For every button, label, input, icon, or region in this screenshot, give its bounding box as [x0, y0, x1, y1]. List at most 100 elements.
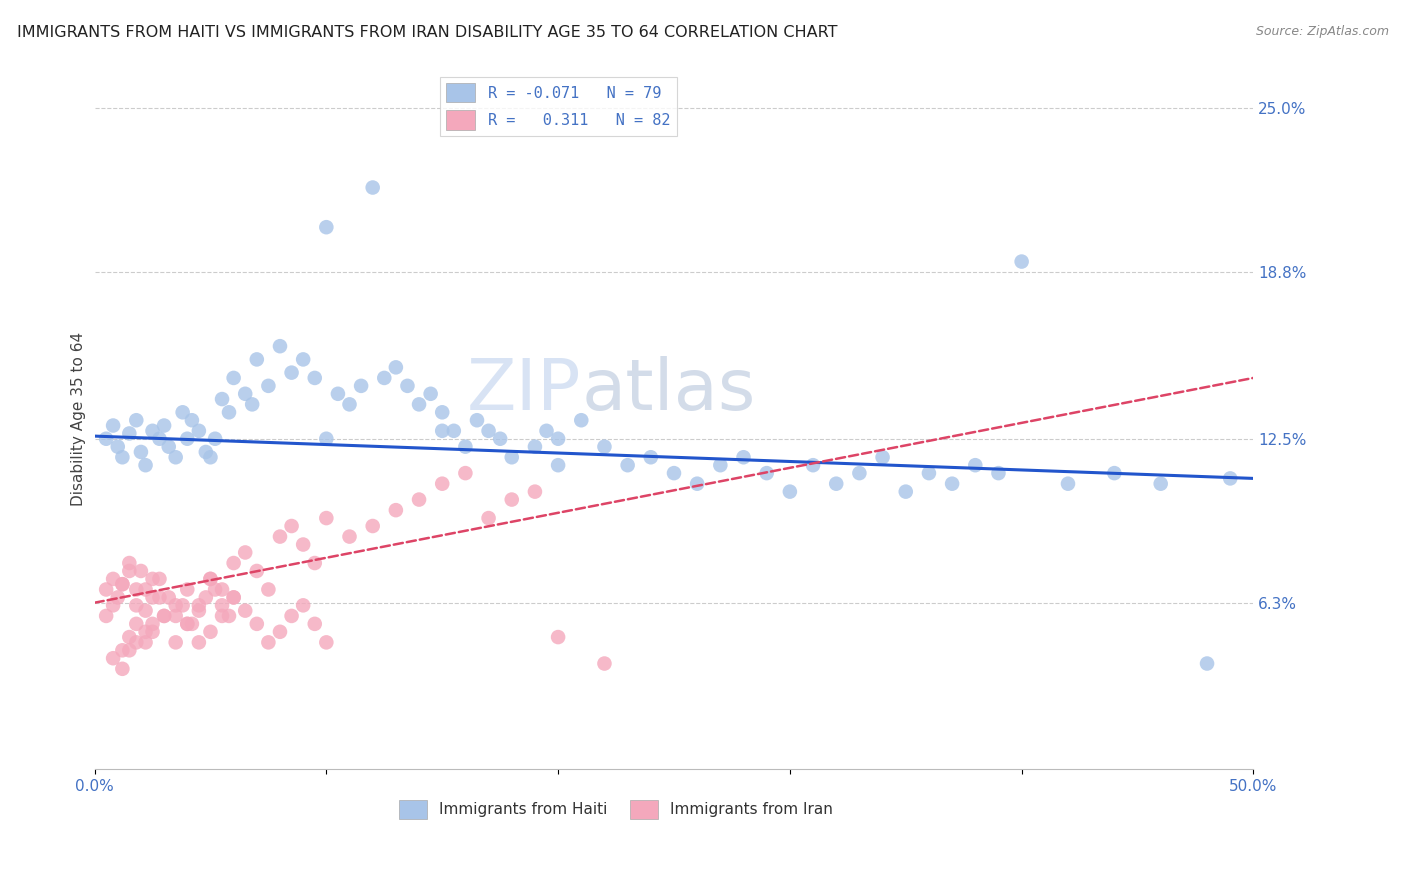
- Point: [523, 440, 546, 454]
- Point: [280, 608, 302, 623]
- Point: [135, 624, 157, 639]
- Point: [157, 591, 180, 605]
- Point: [408, 397, 430, 411]
- Point: [396, 379, 419, 393]
- Point: [141, 424, 163, 438]
- Point: [257, 582, 280, 597]
- Point: [315, 220, 337, 235]
- Point: [135, 635, 157, 649]
- Point: [965, 458, 987, 473]
- Point: [200, 572, 222, 586]
- Point: [194, 591, 217, 605]
- Point: [118, 556, 141, 570]
- Point: [96, 582, 118, 597]
- Point: [547, 630, 569, 644]
- Point: [755, 466, 778, 480]
- Y-axis label: Disability Age 35 to 64: Disability Age 35 to 64: [72, 332, 86, 506]
- Point: [733, 450, 755, 465]
- Point: [593, 657, 616, 671]
- Point: [222, 591, 245, 605]
- Text: Source: ZipAtlas.com: Source: ZipAtlas.com: [1256, 25, 1389, 38]
- Point: [801, 458, 824, 473]
- Point: [111, 662, 134, 676]
- Legend: Immigrants from Haiti, Immigrants from Iran: Immigrants from Haiti, Immigrants from I…: [394, 794, 839, 825]
- Point: [269, 624, 291, 639]
- Point: [165, 599, 187, 613]
- Point: [315, 432, 337, 446]
- Point: [432, 424, 454, 438]
- Point: [233, 604, 256, 618]
- Point: [129, 445, 152, 459]
- Point: [111, 577, 134, 591]
- Point: [233, 545, 256, 559]
- Point: [292, 537, 315, 551]
- Point: [118, 630, 141, 644]
- Point: [454, 440, 477, 454]
- Point: [211, 608, 233, 623]
- Point: [153, 608, 176, 623]
- Point: [222, 371, 245, 385]
- Point: [194, 445, 217, 459]
- Point: [187, 424, 209, 438]
- Point: [165, 608, 187, 623]
- Point: [176, 582, 198, 597]
- Point: [315, 511, 337, 525]
- Point: [111, 643, 134, 657]
- Point: [222, 556, 245, 570]
- Point: [240, 397, 263, 411]
- Point: [779, 484, 801, 499]
- Point: [148, 591, 170, 605]
- Point: [536, 424, 558, 438]
- Point: [96, 608, 118, 623]
- Point: [125, 413, 148, 427]
- Point: [593, 440, 616, 454]
- Point: [280, 519, 302, 533]
- Point: [315, 635, 337, 649]
- Point: [118, 643, 141, 657]
- Point: [385, 503, 408, 517]
- Point: [187, 635, 209, 649]
- Point: [125, 616, 148, 631]
- Point: [339, 530, 361, 544]
- Point: [96, 432, 118, 446]
- Point: [157, 440, 180, 454]
- Point: [443, 424, 465, 438]
- Point: [432, 476, 454, 491]
- Point: [135, 458, 157, 473]
- Point: [141, 616, 163, 631]
- Point: [686, 476, 709, 491]
- Point: [153, 418, 176, 433]
- Point: [304, 556, 326, 570]
- Point: [101, 599, 124, 613]
- Point: [304, 371, 326, 385]
- Point: [222, 591, 245, 605]
- Point: [211, 582, 233, 597]
- Point: [269, 339, 291, 353]
- Point: [257, 635, 280, 649]
- Point: [361, 180, 384, 194]
- Point: [141, 591, 163, 605]
- Point: [246, 352, 269, 367]
- Point: [662, 466, 685, 480]
- Point: [233, 386, 256, 401]
- Point: [432, 405, 454, 419]
- Point: [477, 424, 499, 438]
- Point: [165, 635, 187, 649]
- Point: [1011, 254, 1033, 268]
- Point: [373, 371, 395, 385]
- Point: [709, 458, 731, 473]
- Point: [172, 405, 194, 419]
- Point: [1104, 466, 1126, 480]
- Point: [141, 572, 163, 586]
- Point: [135, 604, 157, 618]
- Point: [187, 604, 209, 618]
- Point: [165, 450, 187, 465]
- Point: [176, 432, 198, 446]
- Point: [153, 608, 176, 623]
- Point: [211, 392, 233, 406]
- Point: [269, 530, 291, 544]
- Point: [339, 397, 361, 411]
- Point: [304, 616, 326, 631]
- Point: [176, 616, 198, 631]
- Point: [280, 366, 302, 380]
